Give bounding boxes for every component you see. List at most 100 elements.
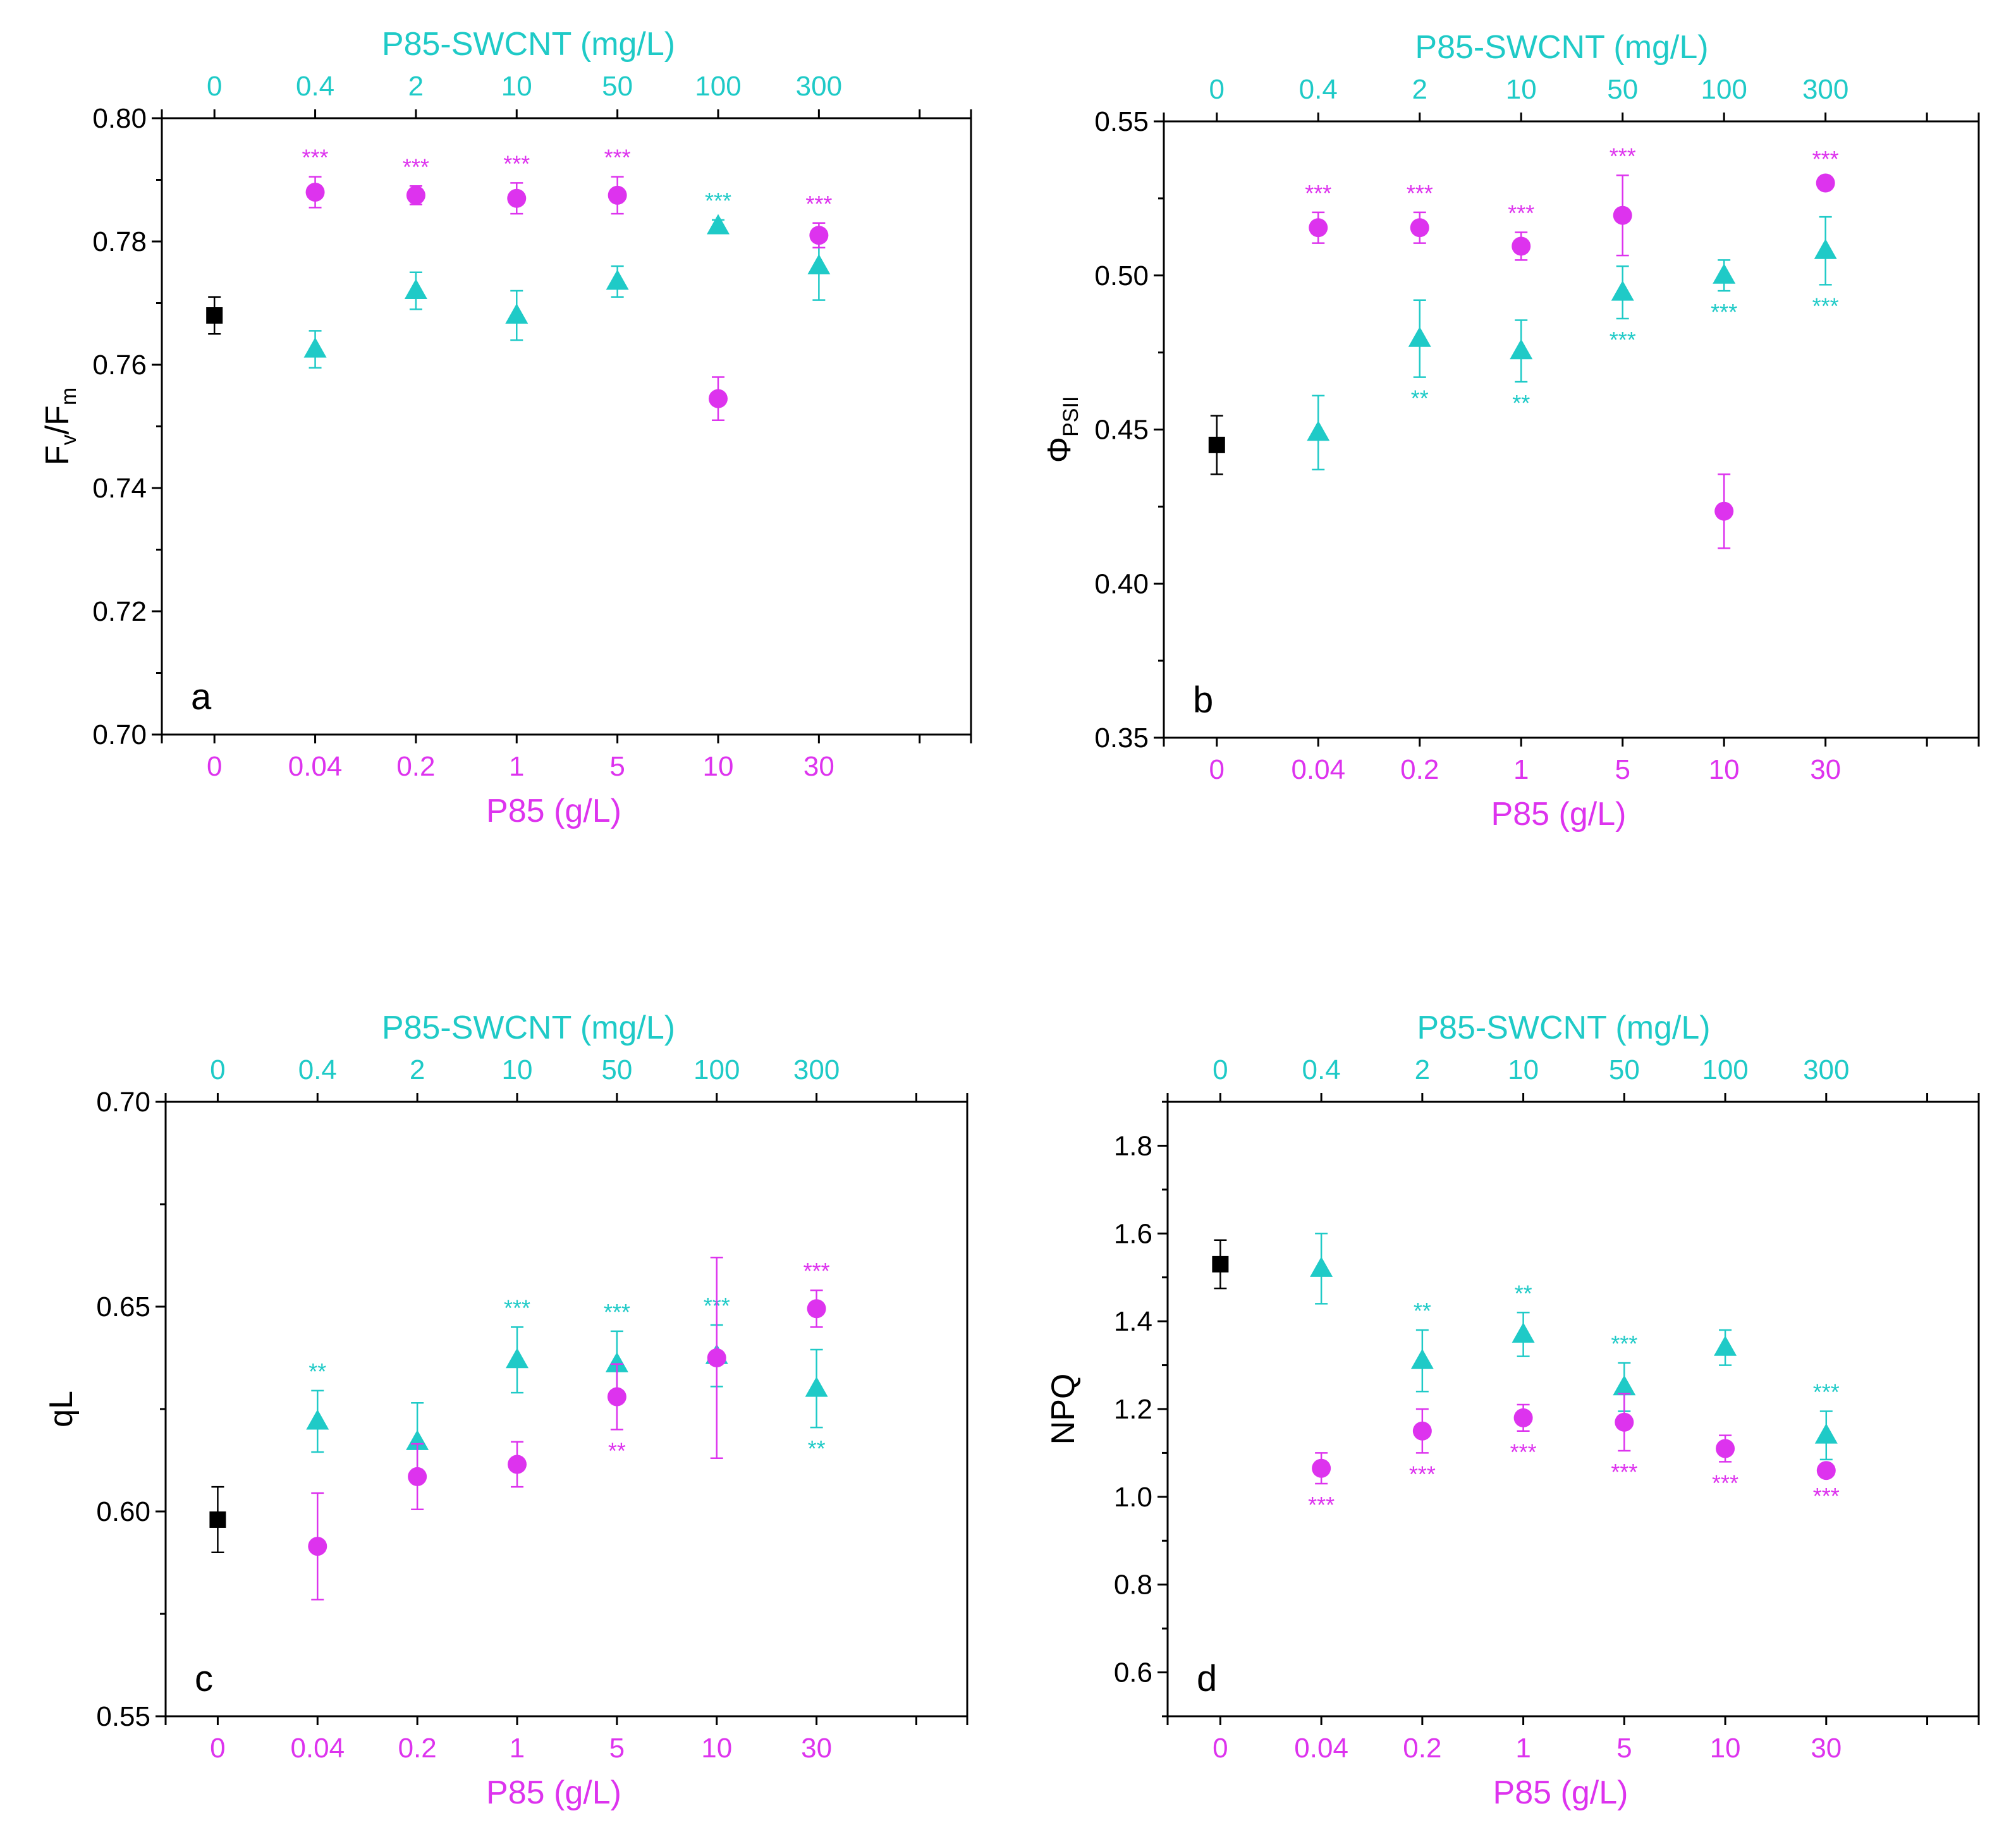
significance-marker: *** [302, 145, 329, 171]
panel-label: d [1197, 1658, 1217, 1699]
data-point-p85-swcnt [805, 1376, 828, 1397]
data-point-p85-swcnt [1714, 1335, 1737, 1356]
data-point-p85 [1513, 1408, 1533, 1427]
x-top-tick-label: 0.4 [298, 1054, 337, 1085]
x-bottom-tick-label: 0.2 [1403, 1733, 1441, 1764]
x-bottom-axis-title: P85 (g/L) [486, 793, 621, 829]
y-tick-label: 0.45 [1094, 415, 1149, 446]
significance-marker: ** [808, 1436, 826, 1462]
data-point-p85 [1816, 173, 1835, 193]
data-point-p85 [1309, 218, 1328, 238]
y-tick-label: 0.74 [92, 473, 147, 504]
y-axis-title: qL [43, 1391, 80, 1427]
significance-marker: ** [1411, 386, 1429, 412]
data-point-p85 [809, 226, 829, 245]
x-bottom-tick-label: 0.04 [1291, 754, 1345, 785]
significance-marker: ** [1512, 390, 1530, 416]
data-point-p85-swcnt [605, 1352, 628, 1372]
y-tick-label: 0.35 [1094, 723, 1149, 754]
x-bottom-tick-label: 1 [510, 1733, 525, 1764]
y-tick-label: 0.8 [1114, 1570, 1152, 1601]
x-top-tick-label: 100 [693, 1054, 740, 1085]
data-point-p85 [1312, 1458, 1331, 1478]
significance-marker: *** [604, 145, 631, 171]
x-top-tick-label: 300 [796, 71, 842, 102]
data-point-p85 [406, 185, 425, 205]
y-tick-label: 1.6 [1114, 1218, 1152, 1249]
x-bottom-tick-label: 0 [207, 751, 222, 782]
x-top-tick-label: 300 [1803, 1054, 1849, 1085]
significance-marker: *** [1813, 1483, 1840, 1509]
significance-marker: ** [1414, 1298, 1431, 1324]
x-top-tick-label: 10 [1508, 1054, 1539, 1085]
x-bottom-tick-label: 5 [609, 751, 625, 782]
data-point-p85 [1816, 1461, 1836, 1480]
x-bottom-tick-label: 0.2 [396, 751, 435, 782]
x-bottom-tick-label: 10 [701, 1733, 732, 1764]
data-point-p85 [305, 183, 325, 202]
y-tick-label: 0.80 [92, 103, 147, 134]
x-bottom-tick-label: 30 [1811, 1733, 1842, 1764]
x-bottom-axis-title: P85 (g/L) [1491, 796, 1627, 833]
data-point-p85-swcnt [1310, 1256, 1333, 1277]
significance-marker: *** [1610, 327, 1636, 353]
plot-frame [1166, 1101, 1980, 1718]
x-bottom-axis-title: P85 (g/L) [486, 1774, 621, 1811]
x-bottom-tick-label: 1 [509, 751, 524, 782]
x-top-tick-label: 100 [1701, 74, 1747, 105]
significance-marker: *** [503, 150, 530, 176]
x-bottom-tick-label: 30 [803, 751, 834, 782]
x-top-tick-label: 0.4 [1299, 74, 1338, 105]
data-point-p85 [507, 188, 527, 208]
x-top-tick-label: 2 [408, 71, 424, 102]
data-point-p85 [1613, 205, 1632, 225]
x-bottom-tick-label: 0.04 [290, 1733, 345, 1764]
data-point-p85-swcnt [404, 279, 427, 299]
significance-marker: *** [504, 1295, 530, 1321]
data-point-p85 [508, 1455, 527, 1474]
significance-marker: *** [604, 1299, 630, 1325]
data-point-p85 [707, 1348, 726, 1367]
x-bottom-tick-label: 5 [1616, 1733, 1632, 1764]
panel-label: b [1193, 680, 1213, 721]
x-bottom-tick-label: 0.2 [1400, 754, 1439, 785]
data-point-p85 [709, 389, 728, 408]
significance-marker: *** [1611, 1459, 1637, 1485]
significance-marker: *** [1305, 180, 1331, 206]
significance-marker: *** [1610, 143, 1636, 169]
x-top-tick-label: 2 [410, 1054, 425, 1085]
y-tick-label: 0.70 [96, 1087, 150, 1118]
panel-c: 0.550.600.650.700 0.04 0.2 1 5 10 300 0.4 2 10 50 1… [43, 1010, 968, 1811]
plot-frame [164, 1101, 968, 1718]
data-point-p85-swcnt [1613, 1375, 1636, 1396]
x-top-axis-title: P85-SWCNT (mg/L) [382, 26, 675, 63]
y-tick-label: 0.60 [96, 1496, 150, 1527]
data-point-p85 [608, 185, 627, 205]
x-top-tick-label: 0.4 [296, 71, 334, 102]
y-tick-label: 1.8 [1114, 1130, 1152, 1161]
y-tick-label: 0.55 [1094, 106, 1149, 137]
data-point-p85 [1512, 236, 1531, 256]
panel-label: a [191, 676, 212, 717]
data-point-p85-swcnt [1307, 420, 1330, 441]
y-tick-label: 1.0 [1114, 1482, 1152, 1513]
data-point-p85-swcnt [1408, 326, 1431, 347]
x-top-tick-label: 300 [793, 1054, 840, 1085]
x-bottom-tick-label: 0 [210, 1733, 225, 1764]
significance-marker: *** [1812, 146, 1839, 172]
x-bottom-tick-label: 10 [1709, 754, 1740, 785]
data-point-control [206, 307, 223, 324]
significance-marker: *** [1308, 1492, 1335, 1518]
x-top-tick-label: 0.4 [1302, 1054, 1341, 1085]
data-point-p85 [408, 1467, 427, 1486]
data-point-p85-swcnt [306, 1409, 329, 1430]
data-point-p85-swcnt [505, 303, 528, 324]
x-top-tick-label: 2 [1412, 74, 1427, 105]
y-axis-title: NPQ [1045, 1374, 1082, 1445]
x-top-axis-title: P85-SWCNT (mg/L) [1415, 29, 1708, 66]
significance-marker: *** [1812, 293, 1839, 319]
x-top-tick-label: 0 [207, 71, 222, 102]
x-top-tick-label: 2 [1415, 1054, 1430, 1085]
significance-marker: *** [1508, 200, 1534, 226]
